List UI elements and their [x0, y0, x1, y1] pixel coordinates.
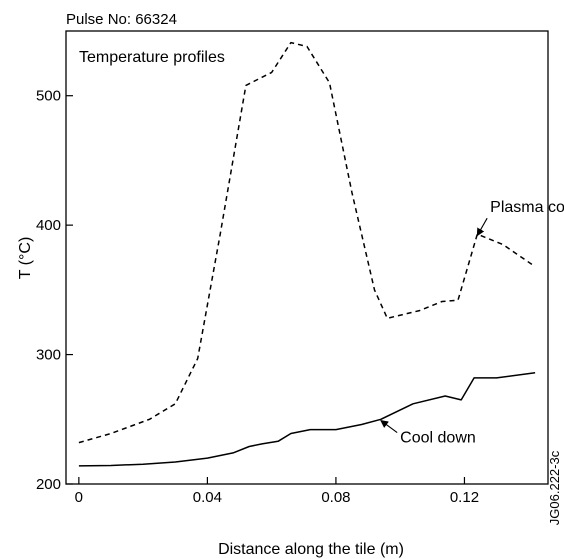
y-axis-title: T (°C) — [17, 237, 34, 280]
annotation-label: Plasma contact — [490, 199, 564, 216]
series-layer — [78, 41, 536, 467]
x-tick-label: 0.12 — [450, 489, 479, 506]
plot-title: Temperature profiles — [79, 49, 225, 66]
y-tick-label: 400 — [36, 217, 61, 234]
annotation-arrow — [380, 419, 398, 434]
y-tick-label: 300 — [36, 347, 61, 364]
x-axis: 0 0.04 0.08 0.12 — [75, 477, 479, 506]
y-axis: 200 300 400 500 — [36, 88, 73, 493]
y-tick-label: 500 — [36, 88, 61, 105]
x-axis-title: Distance along the tile (m) — [218, 541, 404, 558]
series-line-1 — [78, 371, 536, 467]
annotations: Plasma contact Cool down — [380, 199, 564, 447]
x-tick-label: 0.08 — [321, 489, 350, 506]
y-tick-label: 200 — [36, 476, 61, 493]
annotation-label: Cool down — [400, 430, 476, 447]
series-line-0 — [78, 41, 536, 444]
annotation-arrow — [476, 217, 488, 237]
pulse-number-label: Pulse No: 66324 — [66, 11, 177, 28]
x-tick-label: 0 — [75, 489, 83, 506]
plot-frame — [65, 30, 549, 485]
figure-code: JG06.222-3c — [547, 450, 562, 525]
x-tick-label: 0.04 — [193, 489, 222, 506]
